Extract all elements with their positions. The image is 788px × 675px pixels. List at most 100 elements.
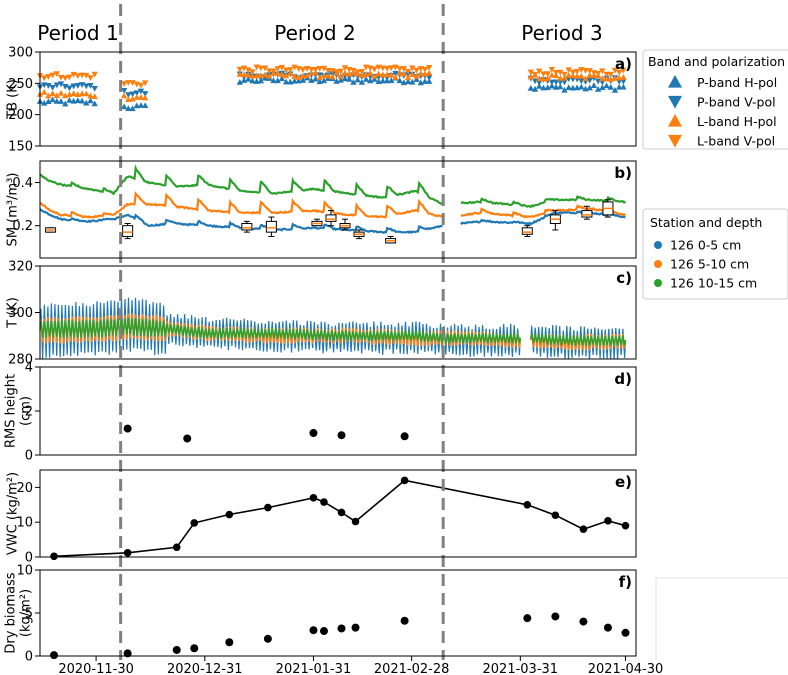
biomass-point: [338, 624, 346, 632]
rms-point: [338, 431, 346, 439]
vwc-point: [352, 518, 360, 526]
tb-point: [49, 85, 55, 91]
tb-point: [87, 75, 93, 81]
legend-label: L-band V-pol: [697, 134, 775, 149]
vwc-point: [552, 511, 560, 519]
biomass-point: [320, 627, 328, 635]
boxplot-box: [522, 228, 532, 234]
tb-point: [66, 85, 72, 91]
x-tick-label: 2020-12-31: [167, 662, 243, 675]
y-tick-label: 10: [16, 564, 33, 579]
x-tick-label: 2021-03-31: [483, 662, 559, 675]
tb-point: [83, 90, 89, 96]
vwc-point: [124, 549, 132, 557]
y-tick-label: 0: [25, 650, 33, 665]
tb-point: [142, 102, 148, 108]
biomass-point: [621, 629, 629, 637]
vwc-point: [320, 498, 328, 506]
biomass-point: [309, 626, 317, 634]
vwc-point: [173, 543, 181, 551]
period-label: Period 1: [37, 21, 118, 45]
legend-dot-icon: [654, 241, 662, 249]
tb-point: [142, 95, 148, 101]
legend-label: 126 10-15 cm: [670, 276, 757, 291]
vwc-point: [310, 494, 318, 502]
biomass-point: [401, 617, 409, 625]
period-label: Period 3: [521, 21, 602, 45]
y-tick-label: 150: [8, 140, 33, 155]
vwc-point: [338, 509, 346, 517]
rms-point: [309, 429, 317, 437]
panel-tag: d): [614, 370, 632, 388]
tb-point: [79, 98, 85, 104]
vwc-point: [226, 511, 234, 519]
boxplot-box: [266, 221, 276, 232]
biomass-point: [225, 638, 233, 646]
rms-point: [401, 432, 409, 440]
x-tick-label: 2021-01-31: [276, 662, 352, 675]
biomass-point: [190, 644, 198, 652]
panel-tag: a): [615, 55, 632, 73]
y-axis-label: (cm): [19, 396, 34, 426]
rms-point: [124, 425, 132, 433]
vwc-point: [264, 504, 272, 512]
y-axis-label: SM (m³/m³): [6, 173, 21, 247]
vwc-point: [401, 477, 409, 485]
boxplot-box: [123, 226, 133, 237]
biomass-point: [551, 612, 559, 620]
vwc-point: [190, 519, 198, 527]
legend-label: 126 5-10 cm: [670, 257, 749, 272]
boxplot-box: [242, 224, 252, 230]
sm-series-line: [461, 197, 625, 207]
tb-point: [578, 73, 584, 79]
x-tick-label: 2021-04-30: [588, 662, 664, 675]
y-tick-label: 320: [8, 260, 33, 275]
biomass-point: [579, 618, 587, 626]
period-label: Period 2: [274, 21, 355, 45]
tb-point: [58, 90, 64, 96]
vwc-point: [622, 522, 630, 530]
legend-label: P-band H-pol: [697, 75, 777, 90]
biomass-point: [352, 624, 360, 632]
panel-frame: [40, 570, 636, 656]
tb-point: [41, 89, 47, 95]
sm-series-line: [461, 206, 625, 217]
panel-tag: e): [615, 473, 632, 491]
y-axis-label: RMS height: [4, 374, 19, 448]
tb-point: [138, 83, 144, 89]
tb-point: [371, 67, 377, 73]
legend-label: 126 0-5 cm: [670, 238, 741, 253]
y-axis-label: VWC (kg/m²): [6, 472, 21, 555]
x-tick-label: 2021-02-28: [374, 662, 450, 675]
vwc-point: [580, 525, 588, 533]
boxplot-box: [582, 211, 592, 217]
biomass-point: [523, 614, 531, 622]
vwc-point: [524, 501, 532, 509]
y-tick-label: 0: [25, 449, 33, 464]
vwc-line: [54, 480, 626, 556]
legend-label: P-band V-pol: [697, 95, 776, 110]
tb-point: [603, 82, 609, 88]
tb-point: [422, 67, 428, 73]
boxplot-box: [326, 215, 336, 221]
biomass-point: [604, 624, 612, 632]
tb-point: [58, 98, 64, 104]
panel-tag: c): [616, 269, 632, 287]
panel-tag: b): [614, 164, 632, 182]
sm-series-line: [40, 168, 443, 204]
tb-point: [578, 84, 584, 90]
biomass-point: [173, 646, 181, 654]
vwc-point: [604, 517, 612, 525]
legend-dot-icon: [654, 279, 662, 287]
tb-point: [49, 90, 55, 96]
vwc-point: [50, 553, 58, 561]
tb-point: [591, 82, 597, 88]
y-tick-label: 300: [8, 46, 33, 61]
biomass-point: [264, 635, 272, 643]
panel-tag: f): [619, 573, 632, 591]
x-tick-label: 2020-11-30: [58, 662, 134, 675]
y-axis-label: TB (K): [6, 79, 21, 120]
y-axis-label: (kg/m²): [19, 589, 34, 637]
